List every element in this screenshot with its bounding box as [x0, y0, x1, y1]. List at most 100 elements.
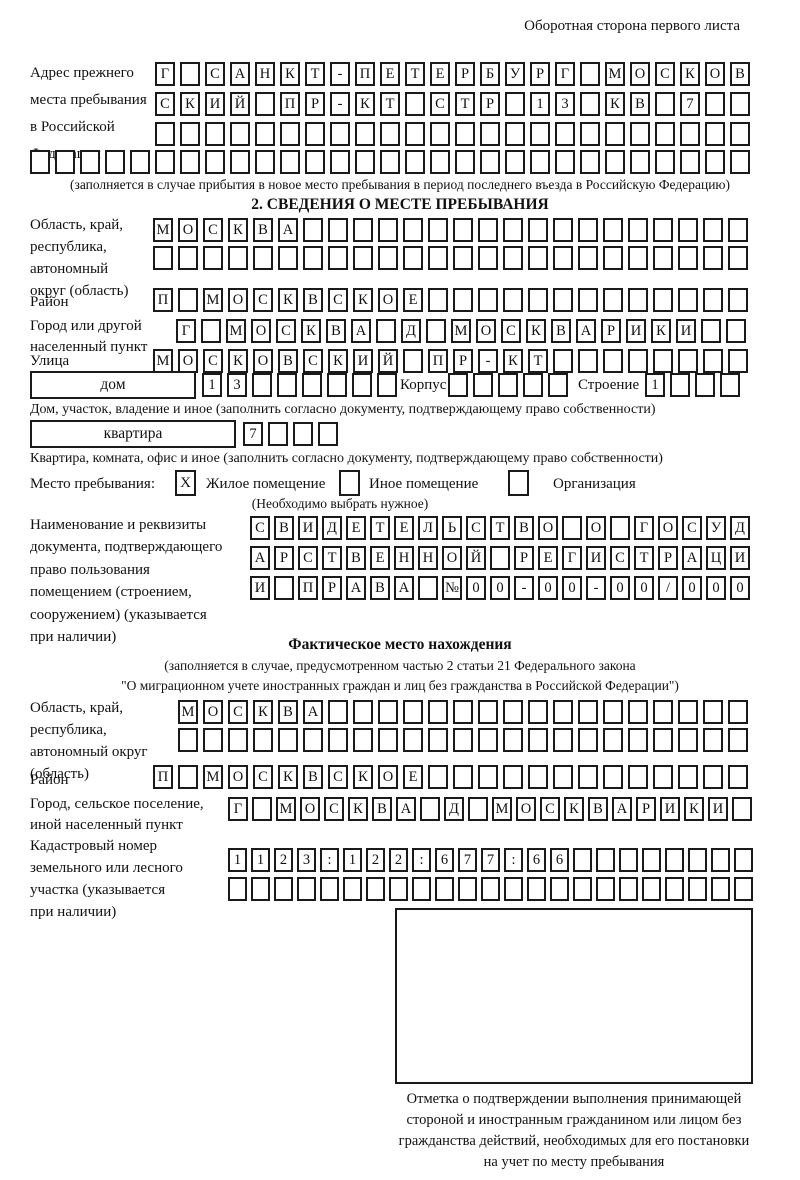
form-cell[interactable]: [548, 373, 568, 397]
form-cell[interactable]: П: [280, 92, 300, 116]
form-cell[interactable]: К: [680, 62, 700, 86]
form-cell[interactable]: [523, 373, 543, 397]
form-cell[interactable]: [178, 765, 198, 789]
form-cell[interactable]: [430, 122, 450, 146]
form-cell[interactable]: К: [278, 288, 298, 312]
form-cell[interactable]: С: [228, 700, 248, 724]
form-cell[interactable]: [180, 122, 200, 146]
form-cell[interactable]: С: [203, 218, 223, 242]
form-cell[interactable]: 0: [538, 576, 558, 600]
form-cell[interactable]: К: [280, 62, 300, 86]
form-cell[interactable]: [528, 700, 548, 724]
form-cell[interactable]: Т: [528, 349, 548, 373]
form-cell[interactable]: 7: [481, 848, 500, 872]
form-cell[interactable]: [280, 122, 300, 146]
form-cell[interactable]: [505, 122, 525, 146]
form-cell[interactable]: [553, 288, 573, 312]
form-cell[interactable]: [428, 765, 448, 789]
form-cell[interactable]: [498, 373, 518, 397]
form-cell[interactable]: [478, 246, 498, 270]
form-cell[interactable]: 0: [682, 576, 702, 600]
form-cell[interactable]: [610, 516, 630, 540]
form-cell[interactable]: [578, 246, 598, 270]
form-cell[interactable]: Г: [228, 797, 248, 821]
form-cell[interactable]: [678, 288, 698, 312]
form-cell[interactable]: С: [655, 62, 675, 86]
form-cell[interactable]: [389, 877, 408, 901]
form-cell[interactable]: [455, 122, 475, 146]
form-cell[interactable]: [228, 728, 248, 752]
form-cell[interactable]: [711, 877, 730, 901]
form-cell[interactable]: Т: [380, 92, 400, 116]
form-cell[interactable]: П: [428, 349, 448, 373]
form-cell[interactable]: [720, 373, 740, 397]
form-cell[interactable]: О: [476, 319, 496, 343]
form-cell[interactable]: [228, 877, 247, 901]
form-cell[interactable]: [578, 765, 598, 789]
form-cell[interactable]: 2: [366, 848, 385, 872]
form-cell[interactable]: М: [203, 765, 223, 789]
stay-type-checkbox-residential[interactable]: X: [175, 470, 196, 496]
form-cell[interactable]: М: [203, 288, 223, 312]
form-cell[interactable]: [503, 765, 523, 789]
form-cell[interactable]: [453, 728, 473, 752]
form-cell[interactable]: [580, 150, 600, 174]
form-cell[interactable]: [553, 218, 573, 242]
form-cell[interactable]: [268, 422, 288, 446]
form-cell[interactable]: С: [324, 797, 344, 821]
form-cell[interactable]: [711, 848, 730, 872]
form-cell[interactable]: М: [153, 349, 173, 373]
form-cell[interactable]: [726, 319, 746, 343]
form-cell[interactable]: [55, 150, 75, 174]
form-cell[interactable]: [628, 288, 648, 312]
form-cell[interactable]: 3: [227, 373, 247, 397]
form-cell[interactable]: [503, 218, 523, 242]
form-cell[interactable]: [580, 122, 600, 146]
form-cell[interactable]: [480, 150, 500, 174]
form-cell[interactable]: [178, 728, 198, 752]
form-cell[interactable]: [203, 246, 223, 270]
form-cell[interactable]: [528, 765, 548, 789]
form-cell[interactable]: С: [250, 516, 270, 540]
form-cell[interactable]: К: [503, 349, 523, 373]
form-cell[interactable]: С: [155, 92, 175, 116]
form-cell[interactable]: [327, 373, 347, 397]
form-cell[interactable]: К: [564, 797, 584, 821]
form-cell[interactable]: [703, 288, 723, 312]
form-cell[interactable]: [504, 877, 523, 901]
form-cell[interactable]: [253, 728, 273, 752]
form-cell[interactable]: Й: [230, 92, 250, 116]
form-cell[interactable]: [630, 150, 650, 174]
form-cell[interactable]: [573, 877, 592, 901]
form-cell[interactable]: [303, 218, 323, 242]
form-cell[interactable]: [630, 122, 650, 146]
form-cell[interactable]: 0: [562, 576, 582, 600]
form-cell[interactable]: С: [430, 92, 450, 116]
form-cell[interactable]: [105, 150, 125, 174]
form-cell[interactable]: 7: [458, 848, 477, 872]
form-cell[interactable]: А: [250, 546, 270, 570]
form-cell[interactable]: К: [684, 797, 704, 821]
form-cell[interactable]: [530, 122, 550, 146]
form-cell[interactable]: Р: [322, 576, 342, 600]
form-cell[interactable]: [603, 246, 623, 270]
form-cell[interactable]: [252, 373, 272, 397]
form-cell[interactable]: [705, 92, 725, 116]
form-cell[interactable]: Е: [380, 62, 400, 86]
form-cell[interactable]: [448, 373, 468, 397]
form-cell[interactable]: [503, 246, 523, 270]
form-cell[interactable]: К: [301, 319, 321, 343]
form-cell[interactable]: И: [626, 319, 646, 343]
form-cell[interactable]: Г: [562, 546, 582, 570]
prev-address-row-3[interactable]: [155, 122, 755, 146]
form-cell[interactable]: [728, 288, 748, 312]
form-cell[interactable]: [366, 877, 385, 901]
form-cell[interactable]: [428, 246, 448, 270]
form-cell[interactable]: Т: [455, 92, 475, 116]
form-cell[interactable]: [428, 700, 448, 724]
form-cell[interactable]: [453, 246, 473, 270]
form-cell[interactable]: [435, 877, 454, 901]
form-cell[interactable]: А: [394, 576, 414, 600]
form-cell[interactable]: С: [205, 62, 225, 86]
